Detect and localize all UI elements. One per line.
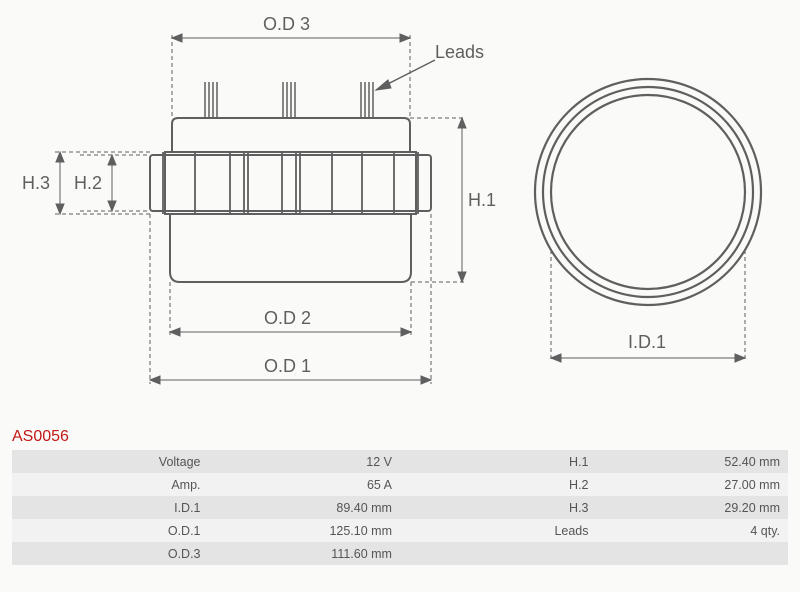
technical-drawing [0,0,800,420]
spec-value: 4 qty. [597,519,789,542]
spec-value: 12 V [209,450,400,473]
label-od2: O.D 2 [264,308,311,329]
label-h3: H.3 [22,173,50,194]
spec-value: 29.20 mm [597,496,789,519]
table-row: Amp.65 AH.227.00 mm [12,473,788,496]
label-leads: Leads [435,42,484,63]
label-od1: O.D 1 [264,356,311,377]
spec-value: 27.00 mm [597,473,789,496]
spec-label: Leads [400,519,597,542]
spec-label: I.D.1 [12,496,209,519]
spec-value [597,542,789,565]
table-row: Voltage12 VH.152.40 mm [12,450,788,473]
table-row: O.D.1125.10 mmLeads4 qty. [12,519,788,542]
part-number: AS0056 [12,428,69,446]
spec-value: 65 A [209,473,400,496]
label-h1: H.1 [468,190,496,211]
spec-value: 89.40 mm [209,496,400,519]
spec-label: O.D.3 [12,542,209,565]
label-od3: O.D 3 [263,14,310,35]
spec-label [400,542,597,565]
spec-value: 111.60 mm [209,542,400,565]
spec-label: O.D.1 [12,519,209,542]
spec-label: Amp. [12,473,209,496]
spec-label: H.2 [400,473,597,496]
spec-value: 125.10 mm [209,519,400,542]
spec-label: Voltage [12,450,209,473]
spec-label: H.1 [400,450,597,473]
spec-label: H.3 [400,496,597,519]
table-row: O.D.3111.60 mm [12,542,788,565]
diagram-area: O.D 3 Leads H.1 H.2 H.3 O.D 2 O.D 1 I.D.… [0,0,800,420]
label-id1: I.D.1 [628,332,666,353]
label-h2: H.2 [74,173,102,194]
spec-table: Voltage12 VH.152.40 mmAmp.65 AH.227.00 m… [12,450,788,565]
spec-value: 52.40 mm [597,450,789,473]
table-row: I.D.189.40 mmH.329.20 mm [12,496,788,519]
